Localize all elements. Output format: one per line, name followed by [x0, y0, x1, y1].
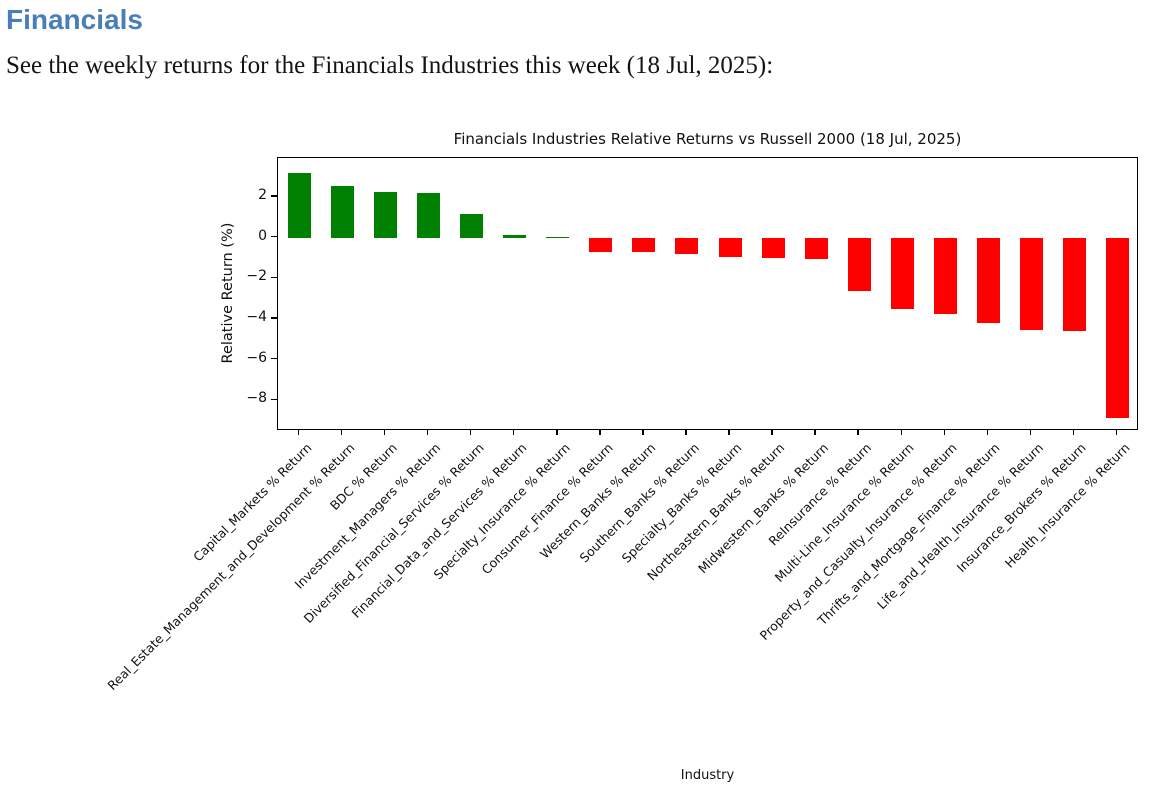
x-tick-mark	[771, 430, 773, 435]
bar	[761, 237, 785, 259]
bar	[374, 191, 398, 238]
x-tick-mark	[900, 430, 902, 435]
x-axis-title: Industry	[680, 768, 735, 783]
bar	[1019, 237, 1043, 331]
y-tick-mark	[271, 317, 277, 319]
chart-plot-area	[277, 157, 1138, 430]
bar	[718, 237, 742, 258]
x-tick-mark	[857, 430, 859, 435]
x-tick-mark	[297, 430, 300, 435]
x-tick-mark	[513, 430, 515, 435]
x-tick-label: Property_and_Casualty_Insurance % Return	[756, 440, 960, 643]
page-title: Financials	[6, 4, 143, 35]
x-tick-mark	[642, 430, 644, 435]
bar	[546, 236, 570, 238]
bar	[503, 235, 527, 238]
bar	[417, 192, 441, 238]
y-tick-mark	[271, 358, 277, 360]
x-tick-mark	[728, 430, 730, 435]
x-tick-mark	[986, 430, 989, 435]
y-tick-label: −6	[246, 349, 267, 366]
bar	[288, 172, 312, 238]
x-tick-mark	[340, 430, 343, 435]
bar	[632, 237, 656, 252]
bar	[804, 237, 828, 260]
x-tick-mark	[1115, 430, 1118, 435]
description-text: See the weekly returns for the Financial…	[6, 52, 774, 79]
y-tick-label: 2	[258, 187, 267, 204]
x-tick-mark	[1072, 430, 1075, 435]
x-tick-mark	[556, 430, 558, 435]
bar	[1062, 237, 1086, 332]
x-tick-mark	[685, 430, 687, 435]
y-tick-label: −8	[246, 390, 267, 407]
bar	[675, 237, 699, 254]
x-tick-mark	[599, 430, 601, 435]
x-tick-mark	[943, 430, 945, 435]
bar	[589, 237, 613, 252]
y-tick-label: −4	[246, 309, 267, 326]
y-axis-title: Relative Return (%)	[220, 222, 236, 364]
x-tick-mark	[470, 430, 472, 435]
y-tick-label: −2	[246, 268, 267, 285]
y-tick-mark	[271, 236, 277, 238]
x-tick-mark	[383, 430, 386, 435]
x-tick-mark	[1029, 430, 1032, 435]
x-tick-mark	[426, 430, 429, 435]
bar	[976, 237, 1000, 324]
y-tick-mark	[271, 398, 277, 401]
bar	[1105, 237, 1129, 418]
bar	[331, 185, 355, 238]
y-tick-mark	[271, 195, 277, 197]
bar	[847, 237, 871, 291]
x-tick-mark	[814, 430, 816, 435]
y-tick-mark	[271, 276, 277, 279]
bar	[460, 214, 484, 238]
y-tick-label: 0	[258, 227, 267, 244]
bar	[890, 237, 914, 309]
chart-title: Financials Industries Relative Returns v…	[453, 130, 962, 148]
bar	[933, 237, 957, 315]
